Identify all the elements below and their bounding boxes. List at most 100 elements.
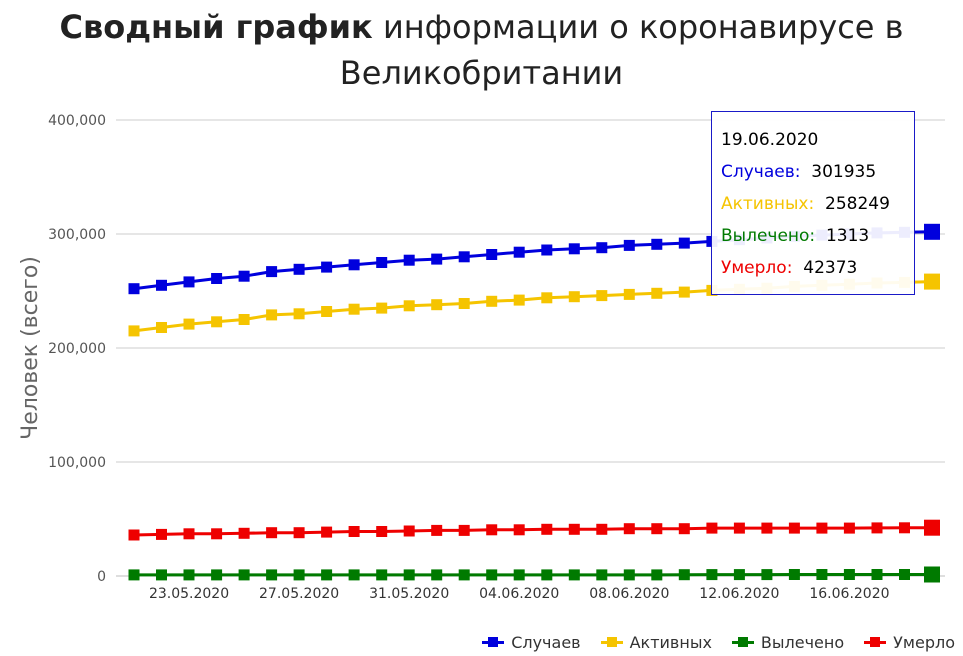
- data-point: [239, 314, 250, 325]
- data-point: [624, 240, 635, 251]
- legend: Случаев Активных Вылечено Умерло: [462, 630, 955, 654]
- data-point: [294, 264, 305, 275]
- data-point: [596, 524, 607, 535]
- data-point: [376, 303, 387, 314]
- data-point: [872, 569, 883, 580]
- data-point: [294, 527, 305, 538]
- x-tick-label: 27.05.2020: [259, 586, 339, 602]
- data-point: [404, 569, 415, 580]
- data-point: [624, 569, 635, 580]
- tooltip-row-label: Активных:: [721, 194, 814, 214]
- data-point: [266, 569, 277, 580]
- data-point: [569, 524, 580, 535]
- data-point: [349, 526, 360, 537]
- data-point: [266, 266, 277, 277]
- legend-label: Вылечено: [761, 633, 844, 652]
- legend-swatch: [601, 636, 623, 648]
- data-point: [431, 569, 442, 580]
- data-point: [184, 319, 195, 330]
- x-tick-label: 23.05.2020: [149, 586, 229, 602]
- legend-swatch: [864, 636, 886, 648]
- y-tick-label: 300,000: [48, 227, 106, 243]
- data-point: [569, 243, 580, 254]
- data-point: [129, 530, 140, 541]
- y-tick-label: 100,000: [48, 455, 106, 471]
- data-point: [541, 569, 552, 580]
- x-tick-label: 16.06.2020: [809, 586, 889, 602]
- data-point: [129, 283, 140, 294]
- data-point: [514, 295, 525, 306]
- data-point: [184, 528, 195, 539]
- data-point: [156, 529, 167, 540]
- data-point: [431, 299, 442, 310]
- data-point: [761, 523, 772, 534]
- series-line: [134, 528, 932, 535]
- data-point: [924, 567, 940, 583]
- data-point: [156, 280, 167, 291]
- data-point: [624, 289, 635, 300]
- legend-label: Умерло: [893, 633, 955, 652]
- data-point: [706, 569, 717, 580]
- legend-item[interactable]: Случаев: [482, 633, 580, 652]
- data-point: [211, 569, 222, 580]
- data-point: [184, 276, 195, 287]
- data-point: [184, 569, 195, 580]
- legend-swatch: [482, 636, 504, 648]
- data-point: [129, 325, 140, 336]
- data-point: [789, 569, 800, 580]
- data-point: [211, 528, 222, 539]
- tooltip-row: Случаев: 301935: [721, 156, 914, 188]
- data-point: [872, 522, 883, 533]
- data-point: [376, 569, 387, 580]
- data-point: [596, 290, 607, 301]
- data-point: [569, 291, 580, 302]
- x-tick-label: 31.05.2020: [369, 586, 449, 602]
- data-point: [541, 245, 552, 256]
- data-point: [679, 238, 690, 249]
- y-tick-label: 0: [97, 569, 106, 585]
- data-point: [239, 271, 250, 282]
- legend-label: Активных: [630, 633, 712, 652]
- data-point: [486, 569, 497, 580]
- data-point: [816, 523, 827, 534]
- data-point: [376, 257, 387, 268]
- data-point: [266, 527, 277, 538]
- tooltip-row-label: Умерло:: [721, 258, 792, 278]
- data-point: [706, 523, 717, 534]
- data-point: [651, 569, 662, 580]
- data-point: [404, 255, 415, 266]
- data-point: [596, 569, 607, 580]
- data-point: [541, 292, 552, 303]
- data-point: [294, 308, 305, 319]
- data-point: [486, 524, 497, 535]
- data-point: [924, 224, 940, 240]
- data-point: [239, 569, 250, 580]
- data-point: [376, 526, 387, 537]
- data-point: [899, 569, 910, 580]
- data-point: [624, 523, 635, 534]
- data-point: [156, 322, 167, 333]
- data-point: [321, 569, 332, 580]
- data-point: [844, 523, 855, 534]
- data-point: [514, 247, 525, 258]
- y-axis-label: Человек (всего): [18, 256, 43, 440]
- x-tick-label: 12.06.2020: [699, 586, 779, 602]
- legend-item[interactable]: Умерло: [864, 633, 955, 652]
- data-point: [266, 309, 277, 320]
- data-point: [349, 304, 360, 315]
- tooltip-row-label: Случаев:: [721, 162, 800, 182]
- data-point: [211, 316, 222, 327]
- data-point: [404, 300, 415, 311]
- data-point: [321, 306, 332, 317]
- data-point: [459, 569, 470, 580]
- data-point: [129, 569, 140, 580]
- tooltip-row-value: 42373: [803, 258, 857, 278]
- y-tick-label: 400,000: [48, 113, 106, 129]
- data-point: [349, 259, 360, 270]
- data-point: [899, 522, 910, 533]
- data-point: [924, 274, 940, 290]
- legend-item[interactable]: Активных: [601, 633, 712, 652]
- data-point: [651, 288, 662, 299]
- legend-item[interactable]: Вылечено: [732, 633, 844, 652]
